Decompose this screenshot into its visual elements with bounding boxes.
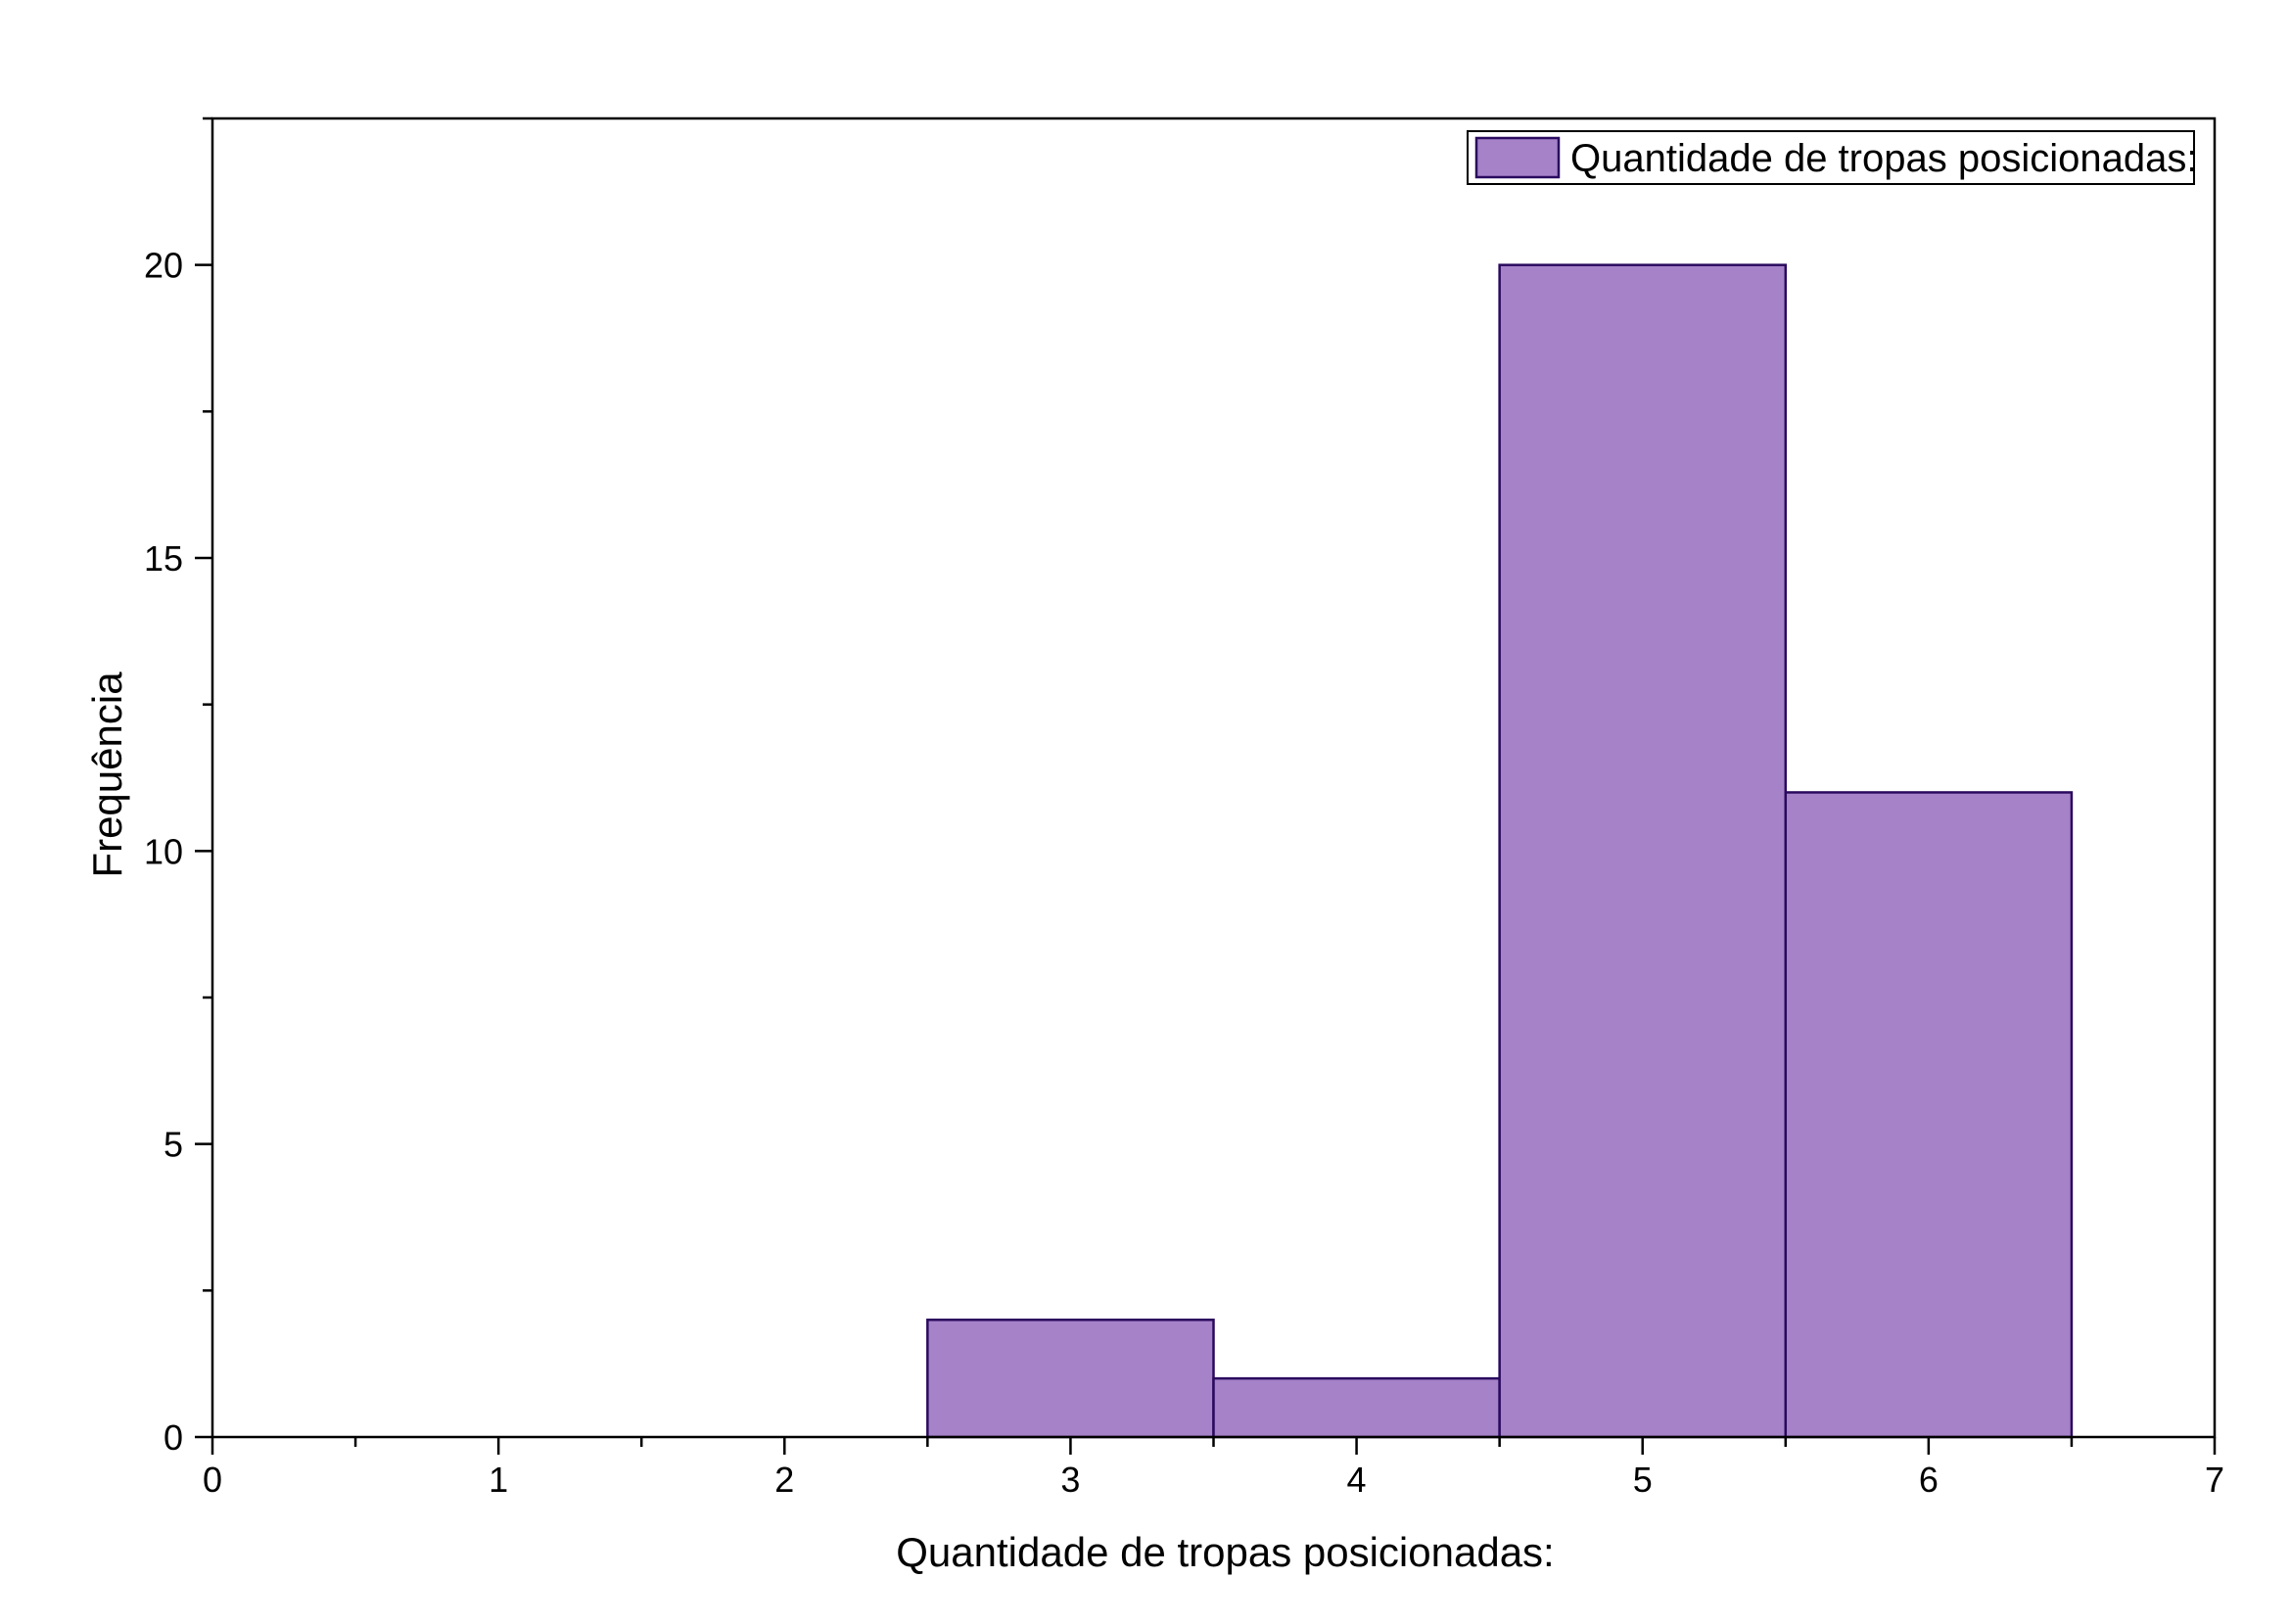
y-tick-label: 10 xyxy=(144,831,183,871)
y-tick-label: 0 xyxy=(164,1417,183,1458)
y-tick-label: 20 xyxy=(144,246,183,286)
histogram-bar-5 xyxy=(1498,263,1788,1439)
x-tick-label: 7 xyxy=(2205,1460,2224,1500)
y-axis-label: Frequência xyxy=(84,672,130,878)
legend: Quantidade de tropas posicionadas: xyxy=(1467,130,2197,185)
x-tick-label: 1 xyxy=(489,1460,508,1500)
x-tick-label: 4 xyxy=(1347,1460,1367,1500)
bars-layer xyxy=(926,263,2074,1439)
x-tick-label: 0 xyxy=(203,1460,222,1500)
y-tick-label: 5 xyxy=(164,1125,183,1165)
legend-swatch xyxy=(1474,136,1561,179)
x-tick-label: 6 xyxy=(1919,1460,1939,1500)
histogram-bar-4 xyxy=(1212,1376,1501,1439)
legend-box xyxy=(1467,130,2195,185)
x-tick-label: 2 xyxy=(774,1460,794,1500)
legend-entry-label: Quantidade de tropas posicionadas: xyxy=(1570,137,2197,180)
x-axis-ticks: 0 1 2 3 4 5 6 7 xyxy=(203,1437,2224,1500)
histogram-bar-3 xyxy=(926,1319,1215,1439)
y-tick-label: 15 xyxy=(144,538,183,579)
histogram-bar-6 xyxy=(1784,791,2074,1439)
x-tick-label: 3 xyxy=(1060,1460,1080,1500)
x-tick-label: 5 xyxy=(1633,1460,1653,1500)
x-axis-label: Quantidade de tropas posicionadas: xyxy=(896,1529,1554,1575)
y-axis-ticks: 0 5 10 15 20 xyxy=(144,116,212,1458)
